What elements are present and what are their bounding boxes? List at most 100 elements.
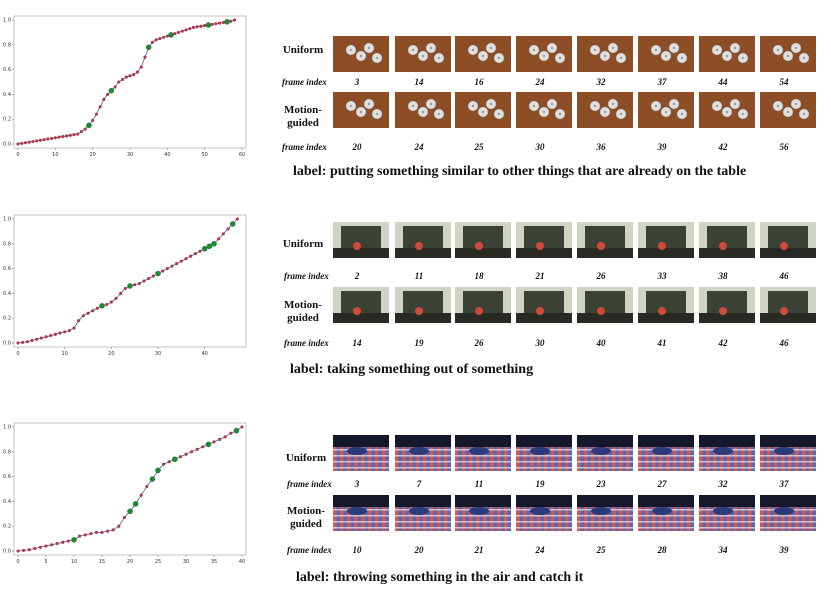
x-tick-label: 30 xyxy=(183,559,189,565)
data-point xyxy=(221,232,225,236)
frame-image xyxy=(395,92,451,128)
data-point xyxy=(53,332,57,336)
stripe xyxy=(798,447,802,471)
object xyxy=(774,447,794,455)
motion-label-line2: guided xyxy=(287,312,319,324)
dark-bg xyxy=(577,435,633,447)
disc-hole xyxy=(558,112,562,116)
disc-hole xyxy=(489,102,493,106)
stripe-h xyxy=(577,461,633,463)
stripe xyxy=(405,507,409,531)
highlighted-point xyxy=(172,456,178,462)
data-point xyxy=(63,330,67,334)
stripe xyxy=(608,507,612,531)
stripe xyxy=(662,447,666,471)
stripe xyxy=(551,507,555,531)
disc-hole xyxy=(654,48,658,52)
data-point xyxy=(21,340,25,344)
frame-thumbnail xyxy=(516,222,572,258)
stripe-h xyxy=(760,515,816,517)
disc-hole xyxy=(367,102,371,106)
stripe xyxy=(440,507,444,531)
motion-row-label: Motion- guided xyxy=(278,505,334,531)
frame-thumbnail xyxy=(760,435,816,471)
stripe xyxy=(676,507,680,531)
disc-hole xyxy=(802,56,806,60)
frame-index-value: 28 xyxy=(657,545,667,555)
frame-thumbnail xyxy=(760,287,816,323)
counter xyxy=(333,248,389,258)
frame-index-value: 24 xyxy=(535,77,545,87)
disc-hole xyxy=(349,48,353,52)
frame-image xyxy=(577,222,633,258)
sink-basin xyxy=(646,226,686,248)
stripe xyxy=(706,447,710,471)
counter xyxy=(333,313,389,323)
y-tick-label: 0.4 xyxy=(3,92,11,98)
disc-hole xyxy=(471,104,475,108)
stripe xyxy=(530,507,534,531)
object xyxy=(469,507,489,515)
frame-thumbnail xyxy=(333,287,389,323)
stripe xyxy=(584,507,588,531)
frame-thumbnail xyxy=(333,36,389,72)
counter xyxy=(455,248,511,258)
stripe xyxy=(741,447,745,471)
stripe xyxy=(638,507,642,531)
data-point xyxy=(53,136,57,140)
highlighted-point xyxy=(71,537,77,543)
frame-index-value: 18 xyxy=(474,271,484,281)
stripe xyxy=(540,447,544,471)
highlighted-point xyxy=(168,32,174,38)
data-point xyxy=(66,539,70,543)
frame-image xyxy=(699,287,755,323)
object xyxy=(780,242,788,250)
stripe xyxy=(770,447,774,471)
data-point xyxy=(195,25,199,29)
stripe xyxy=(716,507,720,531)
highlighted-point xyxy=(155,467,161,474)
object xyxy=(713,507,733,515)
stripe-h xyxy=(760,455,816,457)
stripe xyxy=(395,507,399,531)
sink-basin xyxy=(646,291,686,313)
frame-image xyxy=(516,92,572,128)
sink-basin xyxy=(341,291,381,313)
frame-thumbnail xyxy=(516,92,572,128)
frame-index-label: frame index xyxy=(282,77,327,87)
frame-index-value: 11 xyxy=(414,271,424,281)
stripe xyxy=(333,447,337,471)
frame-thumbnail xyxy=(699,495,755,531)
frame-index-value: 36 xyxy=(596,142,606,152)
stripe xyxy=(605,507,609,531)
frame-thumbnail xyxy=(699,435,755,471)
frame-image xyxy=(760,222,816,258)
data-point xyxy=(218,21,222,25)
disc-hole xyxy=(619,56,623,60)
highlighted-point xyxy=(206,243,213,250)
data-point xyxy=(217,237,221,241)
stripe xyxy=(744,507,748,531)
disc-hole xyxy=(725,110,729,114)
stripe xyxy=(690,447,694,471)
stripe xyxy=(551,447,555,471)
stripe xyxy=(767,447,771,471)
frame-thumbnail xyxy=(333,495,389,531)
frame-index-value: 10 xyxy=(352,545,362,555)
stripe-h xyxy=(333,455,389,457)
data-point xyxy=(77,319,81,323)
y-tick-label: 0.6 xyxy=(3,474,11,480)
data-point xyxy=(22,548,26,552)
data-point xyxy=(145,484,149,489)
data-point xyxy=(61,540,65,544)
stripe xyxy=(382,447,386,471)
x-tick-label: 40 xyxy=(201,351,207,357)
data-point xyxy=(58,331,62,335)
stripe xyxy=(540,507,544,531)
frame-index-value: 25 xyxy=(474,142,484,152)
data-point xyxy=(38,138,42,142)
highlighted-point xyxy=(108,87,115,94)
y-tick-label: 0.2 xyxy=(3,117,11,123)
frame-image xyxy=(699,495,755,531)
object xyxy=(347,507,367,515)
